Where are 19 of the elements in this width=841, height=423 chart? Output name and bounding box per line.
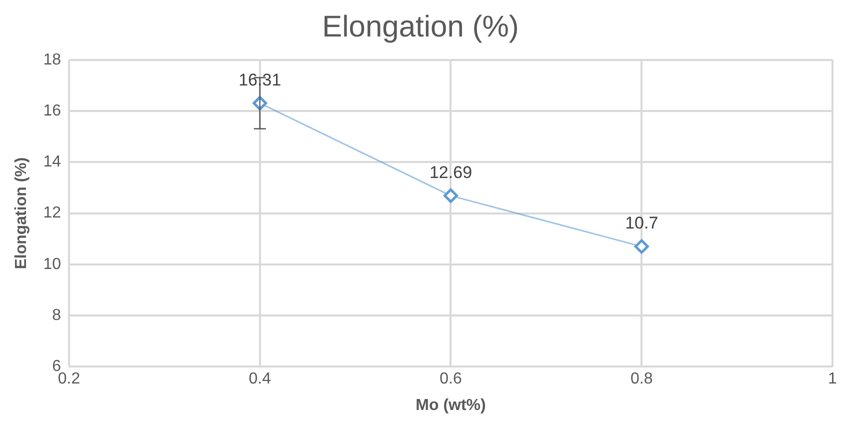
data-label: 16.31 (238, 70, 282, 90)
point (634, 239, 649, 254)
chart-title: Elongation (%) (322, 10, 519, 44)
x-axis-title: Mo (wt%) (416, 396, 486, 414)
y-tick-label: 16 (43, 102, 62, 120)
y-tick-label: 8 (52, 306, 62, 324)
data-label: 10.7 (625, 214, 658, 233)
data-label: 12.69 (429, 162, 472, 182)
y-tick-label: 14 (43, 154, 62, 171)
x-tick-label: 0.8 (630, 370, 653, 388)
x-tick-label: 0.4 (248, 370, 272, 388)
x-tick-label: 0.2 (58, 370, 80, 388)
y-axis-title: Elongation (%) (13, 157, 30, 270)
x-tick-label: 1 (828, 370, 838, 388)
point (444, 188, 458, 203)
y-tick-label: 10 (43, 256, 62, 273)
y-tick-label: 18 (43, 51, 62, 68)
y-tick-label: 12 (43, 204, 62, 222)
x-tick-label: 0.6 (440, 370, 462, 388)
